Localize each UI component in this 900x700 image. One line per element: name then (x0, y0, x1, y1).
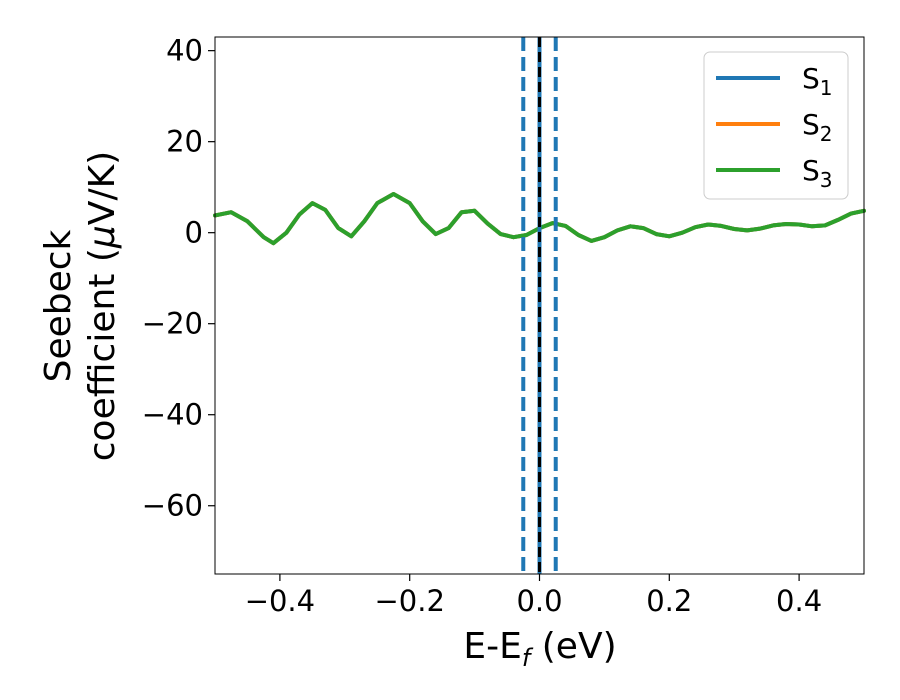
x-tick-label: −0.2 (374, 584, 444, 618)
x-tick-label: −0.4 (245, 584, 315, 618)
series-line-s3 (213, 192, 866, 246)
y-tick-label: 40 (166, 34, 203, 68)
x-tick-label: 0.2 (646, 584, 692, 618)
y-axis-title-line1: Seebeck (38, 229, 79, 382)
y-axis-title-line2: coefficient (μV/K) (82, 151, 123, 461)
x-axis-title: E-Ef (eV) (463, 626, 616, 672)
x-tick-label: 0.4 (776, 584, 822, 618)
y-tick-label: −60 (142, 489, 203, 523)
reference-lines (521, 37, 558, 574)
y-axis-title: Seebeck coefficient (μV/K) (38, 151, 123, 461)
legend-label-s2: S2 (802, 108, 833, 146)
y-tick-label: 0 (185, 216, 203, 250)
legend-label-s1: S1 (802, 62, 833, 100)
y-tick-label: −40 (142, 398, 203, 432)
y-tick-label: −20 (142, 307, 203, 341)
axis-ticks: −0.4 −0.2 0.0 0.2 0.4 40 20 0 −20 −40 −60 (142, 34, 822, 618)
legend-label-s3: S3 (802, 154, 833, 192)
legend: S1 S2 S3 (703, 51, 849, 200)
y-tick-label: 20 (166, 125, 203, 159)
x-tick-label: 0.0 (516, 584, 562, 618)
series-lines (213, 192, 866, 246)
